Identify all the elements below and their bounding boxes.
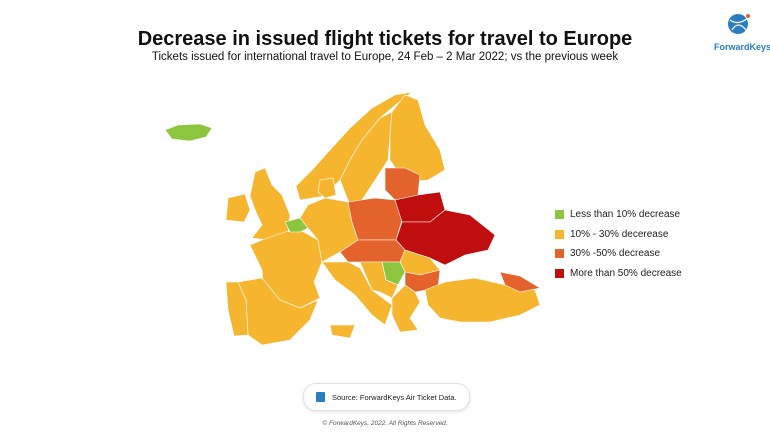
region-iceland — [164, 123, 213, 142]
region-poland — [347, 197, 403, 241]
source-note: Source: ForwardKeys Air Ticket Data. — [303, 383, 470, 411]
legend-label: Less than 10% decrease — [570, 209, 681, 221]
source-text: Source: ForwardKeys Air Ticket Data. — [332, 392, 457, 402]
map-legend: Less than 10% decrease 10% - 30% decerea… — [555, 205, 682, 283]
region-baltics — [384, 167, 421, 201]
region-caucasus — [499, 271, 541, 293]
legend-label: More than 50% decrease — [570, 267, 682, 279]
region-ireland — [225, 193, 251, 223]
region-greece — [391, 284, 421, 333]
legend-item: Less than 10% decrease — [555, 205, 682, 225]
region-portugal — [225, 281, 249, 337]
forwardkeys-logo: ForwardKeys — [714, 12, 770, 52]
legend-item: 30% -50% decrease — [555, 244, 682, 264]
globe-icon — [728, 14, 750, 34]
region-balkans — [359, 261, 399, 299]
legend-swatch — [555, 229, 564, 239]
region-turkey — [424, 277, 541, 323]
region-belgium — [284, 217, 309, 233]
legend-label: 10% - 30% decerease — [570, 228, 669, 240]
page-subtitle: Tickets issued for international travel … — [151, 51, 619, 63]
legend-label: 30% -50% decrease — [570, 248, 661, 260]
legend-item: More than 50% decrease — [555, 264, 682, 284]
legend-swatch — [555, 268, 564, 278]
legend-swatch — [555, 210, 564, 220]
region-united-kingdom — [249, 167, 291, 241]
legend-swatch — [555, 249, 564, 259]
page-title: Decrease in issued flight tickets for tr… — [137, 28, 633, 50]
region-denmark — [317, 177, 337, 199]
copyright: © ForwardKeys, 2022. All Rights Reserved… — [322, 420, 448, 427]
legend-item: 10% - 30% decerease — [555, 225, 682, 245]
document-search-icon — [316, 392, 325, 402]
region-finland — [389, 94, 446, 183]
region-italy — [321, 261, 393, 339]
